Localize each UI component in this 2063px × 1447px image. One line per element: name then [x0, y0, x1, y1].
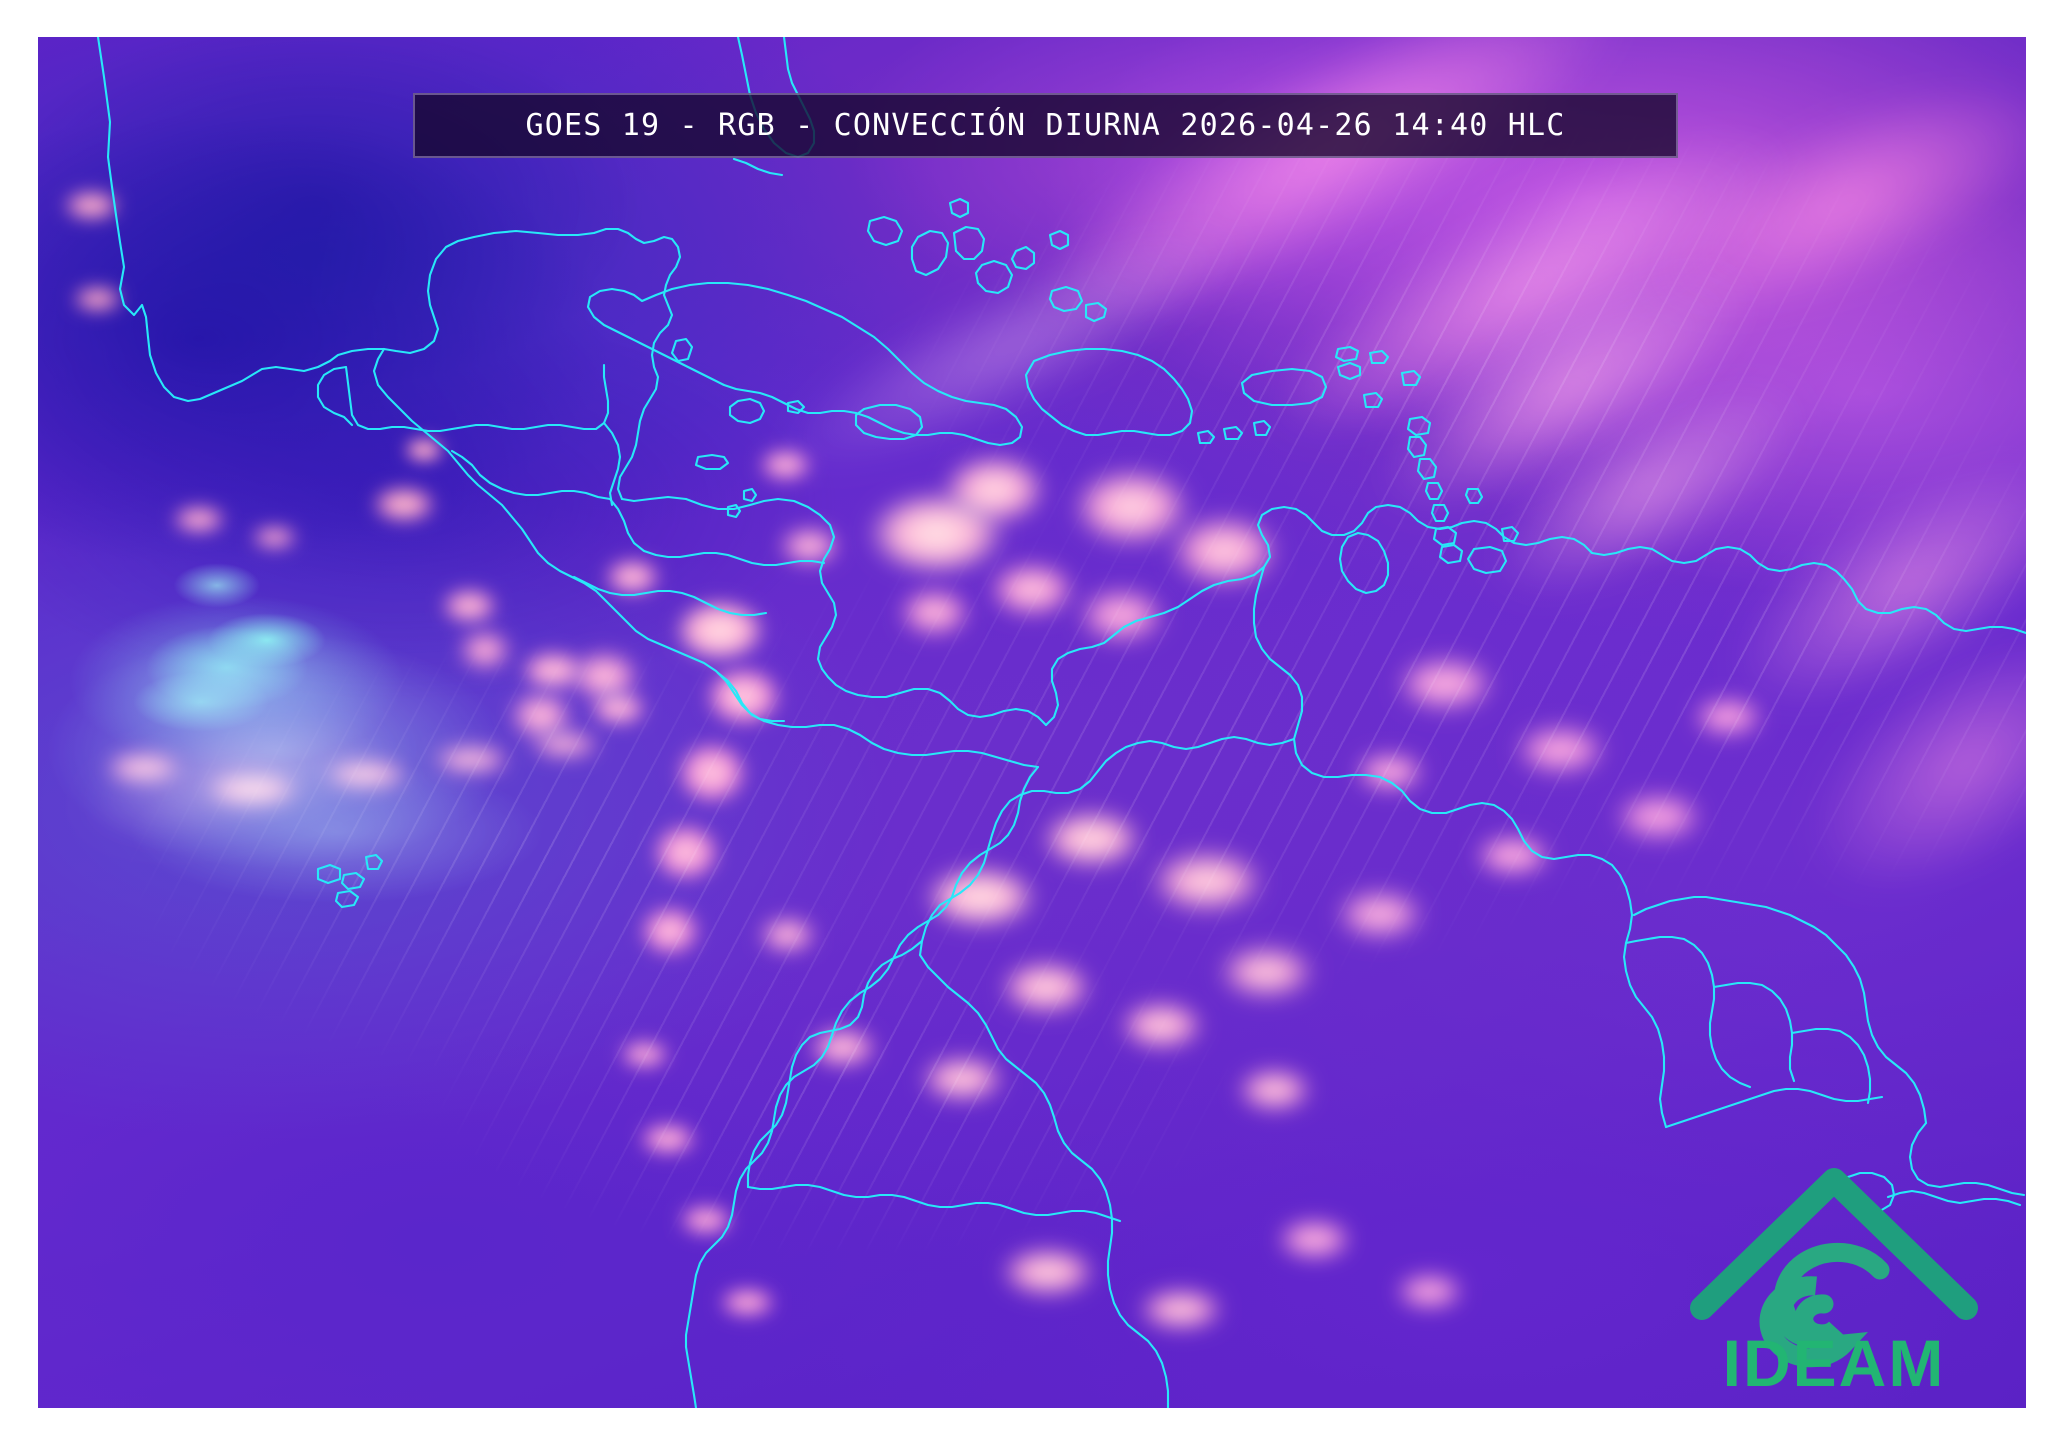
antilles-antigua: [1402, 371, 1420, 385]
aruba-curacao-bonaire: [1198, 431, 1214, 443]
bahamas-cat-island: [1012, 247, 1034, 269]
florida-keys: [734, 159, 782, 175]
bahamas-small-1: [950, 199, 968, 217]
guiana-coastline: [1634, 897, 1926, 1123]
san-andres-island: [728, 505, 740, 517]
antilles-st-vincent: [1432, 505, 1448, 521]
costa-rica-panama-coastline: [822, 669, 1046, 725]
ecuador-border: [748, 941, 922, 1187]
costa-rica-panama-border: [718, 673, 784, 721]
antilles-st-kitts: [1364, 393, 1382, 407]
bahamas-small-2: [1050, 231, 1068, 249]
galapagos-cluster-1: [318, 865, 340, 883]
guyana-west-border: [1626, 937, 1750, 1087]
galapagos-cluster-2: [342, 873, 364, 889]
title-banner: GOES 19 - RGB - CONVECCIÓN DIURNA 2026-0…: [413, 93, 1678, 158]
bay-islands-honduras: [696, 455, 728, 469]
turks-caicos: [1086, 303, 1106, 321]
providencia-island: [744, 489, 756, 501]
honduras-el-salvador-border: [452, 451, 610, 499]
ecuador-peru-border: [748, 1185, 1120, 1221]
honduras-nicaragua-coastline: [622, 497, 836, 669]
jamaica-coastline: [856, 405, 922, 439]
suriname-border: [1714, 983, 1794, 1081]
amazon-river-mouth: [1910, 1123, 2024, 1195]
puerto-rico-coastline: [1242, 369, 1326, 405]
antilles-grenada-south: [1440, 545, 1462, 563]
antilles-anguilla: [1370, 351, 1388, 363]
ideam-logo-mark: IDEAM: [1690, 1168, 1978, 1398]
swan-islands: [788, 401, 804, 413]
bonaire-island: [1254, 421, 1270, 435]
antilles-martinique: [1418, 459, 1436, 479]
bahamas-mayaguana: [1050, 287, 1082, 311]
ideam-logo: IDEAM: [1684, 1158, 1984, 1398]
yucatan-coastline: [384, 229, 680, 499]
antilles-virgin-islands: [1338, 363, 1360, 379]
cuba-coastline: [588, 283, 1022, 445]
french-guiana-border: [1792, 1029, 1870, 1103]
central-america-pacific-coast: [374, 349, 1038, 767]
antilles-grenada: [1434, 527, 1456, 545]
cozumel-island: [672, 339, 692, 361]
coastline-overlay: [38, 37, 2026, 1408]
colombia-caribbean-coast: [1046, 505, 1592, 725]
antilles-barbados: [1466, 489, 1482, 503]
hurricane-spiral-icon: [1759, 1242, 1890, 1368]
colombia-venezuela-border: [1254, 567, 1666, 1127]
bahamas-eleuthera: [954, 227, 984, 259]
lake-maracaibo: [1340, 533, 1388, 593]
title-text: GOES 19 - RGB - CONVECCIÓN DIURNA 2026-0…: [525, 108, 1566, 143]
mexico-coastline: [98, 37, 384, 401]
amazon-river-channel: [1888, 1191, 2020, 1205]
peru-brazil-border: [920, 955, 1168, 1408]
ideam-wordmark: IDEAM: [1723, 1326, 1946, 1398]
antilles-dominica: [1408, 437, 1426, 457]
margarita-island: [1336, 347, 1358, 361]
roof-icon: [1690, 1168, 1978, 1320]
antilles-guadeloupe: [1408, 417, 1430, 435]
convection-layer: [38, 37, 2026, 1408]
galapagos-cluster-4: [366, 855, 382, 869]
satellite-image: GOES 19 - RGB - CONVECCIÓN DIURNA 2026-0…: [38, 37, 2026, 1408]
guatemala-border: [346, 365, 608, 431]
guyana-border: [1666, 1089, 1882, 1127]
antilles-st-lucia: [1426, 483, 1442, 499]
hispaniola-coastline: [1026, 349, 1192, 435]
nicaragua-honduras-border: [610, 499, 824, 565]
bahamas-andros: [912, 231, 948, 275]
nicaragua-costa-rica-border: [574, 577, 766, 615]
guatemala-honduras-border: [604, 423, 620, 505]
curacao-island: [1224, 427, 1242, 439]
venezuela-coastline: [1592, 547, 2026, 633]
antilles-trinidad: [1468, 547, 1506, 573]
guatemala-west-border: [318, 367, 352, 425]
colombia-south-border: [920, 737, 1294, 955]
galapagos-cluster-3: [336, 891, 358, 907]
colombia-ecuador-peru-pacific-coast: [686, 767, 1038, 1408]
cuba-isla-juventud: [730, 399, 764, 423]
bahamas-coastline: [868, 217, 902, 245]
bahamas-long-island: [976, 261, 1012, 293]
antilles-tobago: [1502, 527, 1518, 541]
